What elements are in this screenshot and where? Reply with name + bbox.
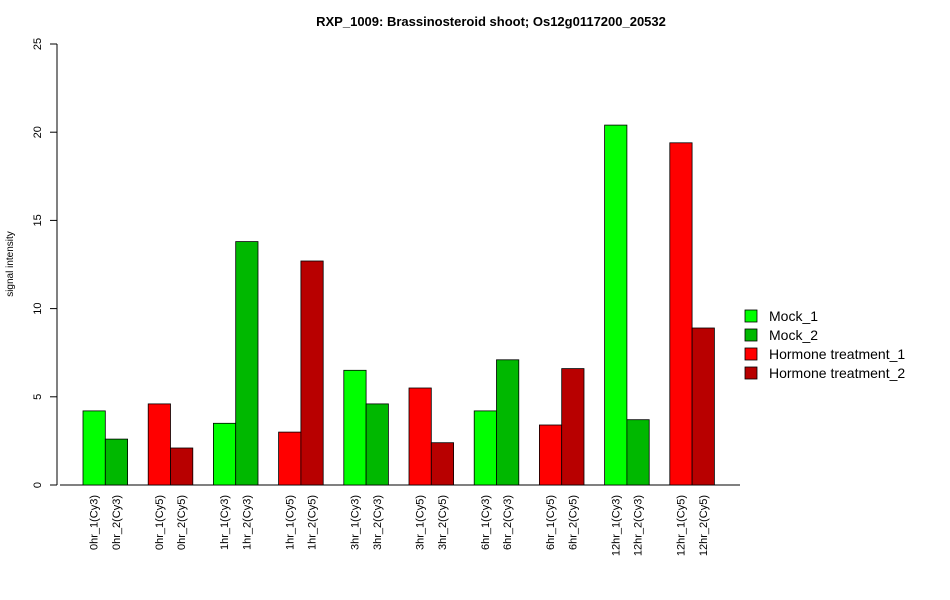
bar-3hr_2(Cy5) xyxy=(430,442,454,486)
x-axis-tick-labels: 0hr_1(Cy3) 0hr_2(Cy3) 0hr_1(Cy5) 0hr_2(Cy5)… xyxy=(89,495,710,556)
x-tick-label: 6hr_1(Cy5) xyxy=(545,495,557,550)
bars xyxy=(82,124,715,486)
y-tick-label: 20 xyxy=(32,126,44,138)
y-tick-label: 25 xyxy=(32,38,44,50)
bar-1hr_2(Cy5) xyxy=(300,260,324,486)
y-axis-label: signal intensity xyxy=(5,231,16,297)
x-tick-label: 1hr_2(Cy3) xyxy=(241,495,253,550)
bar-6hr_2(Cy3) xyxy=(496,359,520,486)
x-tick-label: 1hr_2(Cy5) xyxy=(307,495,319,550)
x-tick-label: 6hr_2(Cy5) xyxy=(567,495,579,550)
bar-0hr_1(Cy5) xyxy=(147,403,171,486)
bar-12hr_2(Cy5) xyxy=(691,327,715,486)
bar-6hr_1(Cy5) xyxy=(539,424,563,486)
legend-swatch xyxy=(744,366,758,380)
x-tick-label: 6hr_2(Cy3) xyxy=(502,495,514,550)
legend: Mock_1 Mock_2 Hormone treatment_1 Hormone t… xyxy=(744,308,905,381)
legend-swatch xyxy=(744,347,758,361)
y-tick-label: 10 xyxy=(32,302,44,314)
x-tick-label: 0hr_2(Cy3) xyxy=(111,495,123,550)
y-tick-label: 15 xyxy=(32,214,44,226)
x-tick-label: 1hr_1(Cy3) xyxy=(219,495,231,550)
bar-3hr_2(Cy3) xyxy=(365,403,389,486)
y-tick-label: 0 xyxy=(32,482,44,488)
x-tick-label: 0hr_1(Cy5) xyxy=(154,495,166,550)
legend-label: Hormone treatment_2 xyxy=(769,365,905,381)
legend-swatch xyxy=(744,309,758,323)
bar-3hr_1(Cy3) xyxy=(343,369,367,486)
x-tick-label: 1hr_1(Cy5) xyxy=(284,495,296,550)
x-tick-label: 12hr_2(Cy5) xyxy=(698,495,710,556)
legend-swatch xyxy=(744,328,758,342)
legend-label: Mock_1 xyxy=(769,308,818,324)
y-tick-label: 5 xyxy=(32,394,44,400)
x-tick-label: 6hr_1(Cy3) xyxy=(480,495,492,550)
x-tick-label: 12hr_1(Cy5) xyxy=(676,495,688,556)
bar-3hr_1(Cy5) xyxy=(408,387,432,486)
x-tick-label: 3hr_1(Cy3) xyxy=(349,495,361,550)
bar-6hr_1(Cy3) xyxy=(473,410,497,486)
x-tick-label: 3hr_2(Cy3) xyxy=(372,495,384,550)
chart-title: RXP_1009: Brassinosteroid shoot; Os12g01… xyxy=(316,14,666,29)
x-tick-label: 12hr_2(Cy3) xyxy=(633,495,645,556)
x-tick-label: 0hr_2(Cy5) xyxy=(176,495,188,550)
bar-1hr_1(Cy5) xyxy=(278,431,302,486)
bar-12hr_1(Cy5) xyxy=(669,142,693,486)
x-tick-label: 0hr_1(Cy3) xyxy=(89,495,101,550)
x-tick-label: 3hr_1(Cy5) xyxy=(415,495,427,550)
bar-12hr_2(Cy3) xyxy=(626,419,650,486)
bar-0hr_2(Cy5) xyxy=(170,447,194,486)
legend-label: Mock_2 xyxy=(769,327,818,343)
bar-0hr_2(Cy3) xyxy=(104,438,129,486)
bar-6hr_2(Cy5) xyxy=(561,368,585,486)
x-tick-label: 3hr_2(Cy5) xyxy=(437,495,449,550)
bar-1hr_1(Cy3) xyxy=(212,422,237,486)
bar-1hr_2(Cy3) xyxy=(235,241,259,486)
x-tick-label: 12hr_1(Cy3) xyxy=(610,495,622,556)
bar-12hr_1(Cy3) xyxy=(604,124,628,486)
legend-label: Hormone treatment_1 xyxy=(769,346,905,362)
bar-0hr_1(Cy3) xyxy=(82,410,106,486)
y-axis-ticks: 0 5 10 15 20 25 xyxy=(32,38,57,488)
